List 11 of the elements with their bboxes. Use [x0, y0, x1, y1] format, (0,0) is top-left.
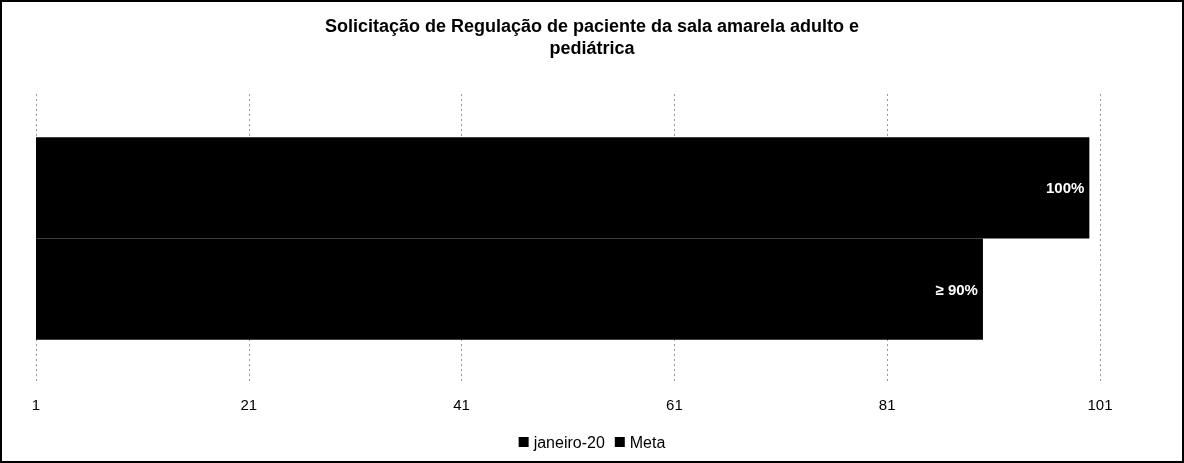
- data-label: ≥ 90%: [935, 280, 978, 298]
- x-tick-label: 81: [878, 396, 896, 413]
- x-tick-label: 21: [240, 396, 258, 413]
- x-tick-label: 41: [453, 396, 470, 413]
- x-tick-label: 101: [1087, 396, 1113, 413]
- chart-title: Solicitação de Regulação de paciente da sala amarela adulto e pediátrica: [324, 16, 860, 58]
- data-label: 100%: [1045, 179, 1085, 197]
- x-tick-label: 61: [666, 396, 683, 413]
- x-tick-label: 1: [31, 396, 41, 413]
- legend-label: janeiro-20: [532, 433, 605, 451]
- legend-label: Meta: [629, 433, 666, 451]
